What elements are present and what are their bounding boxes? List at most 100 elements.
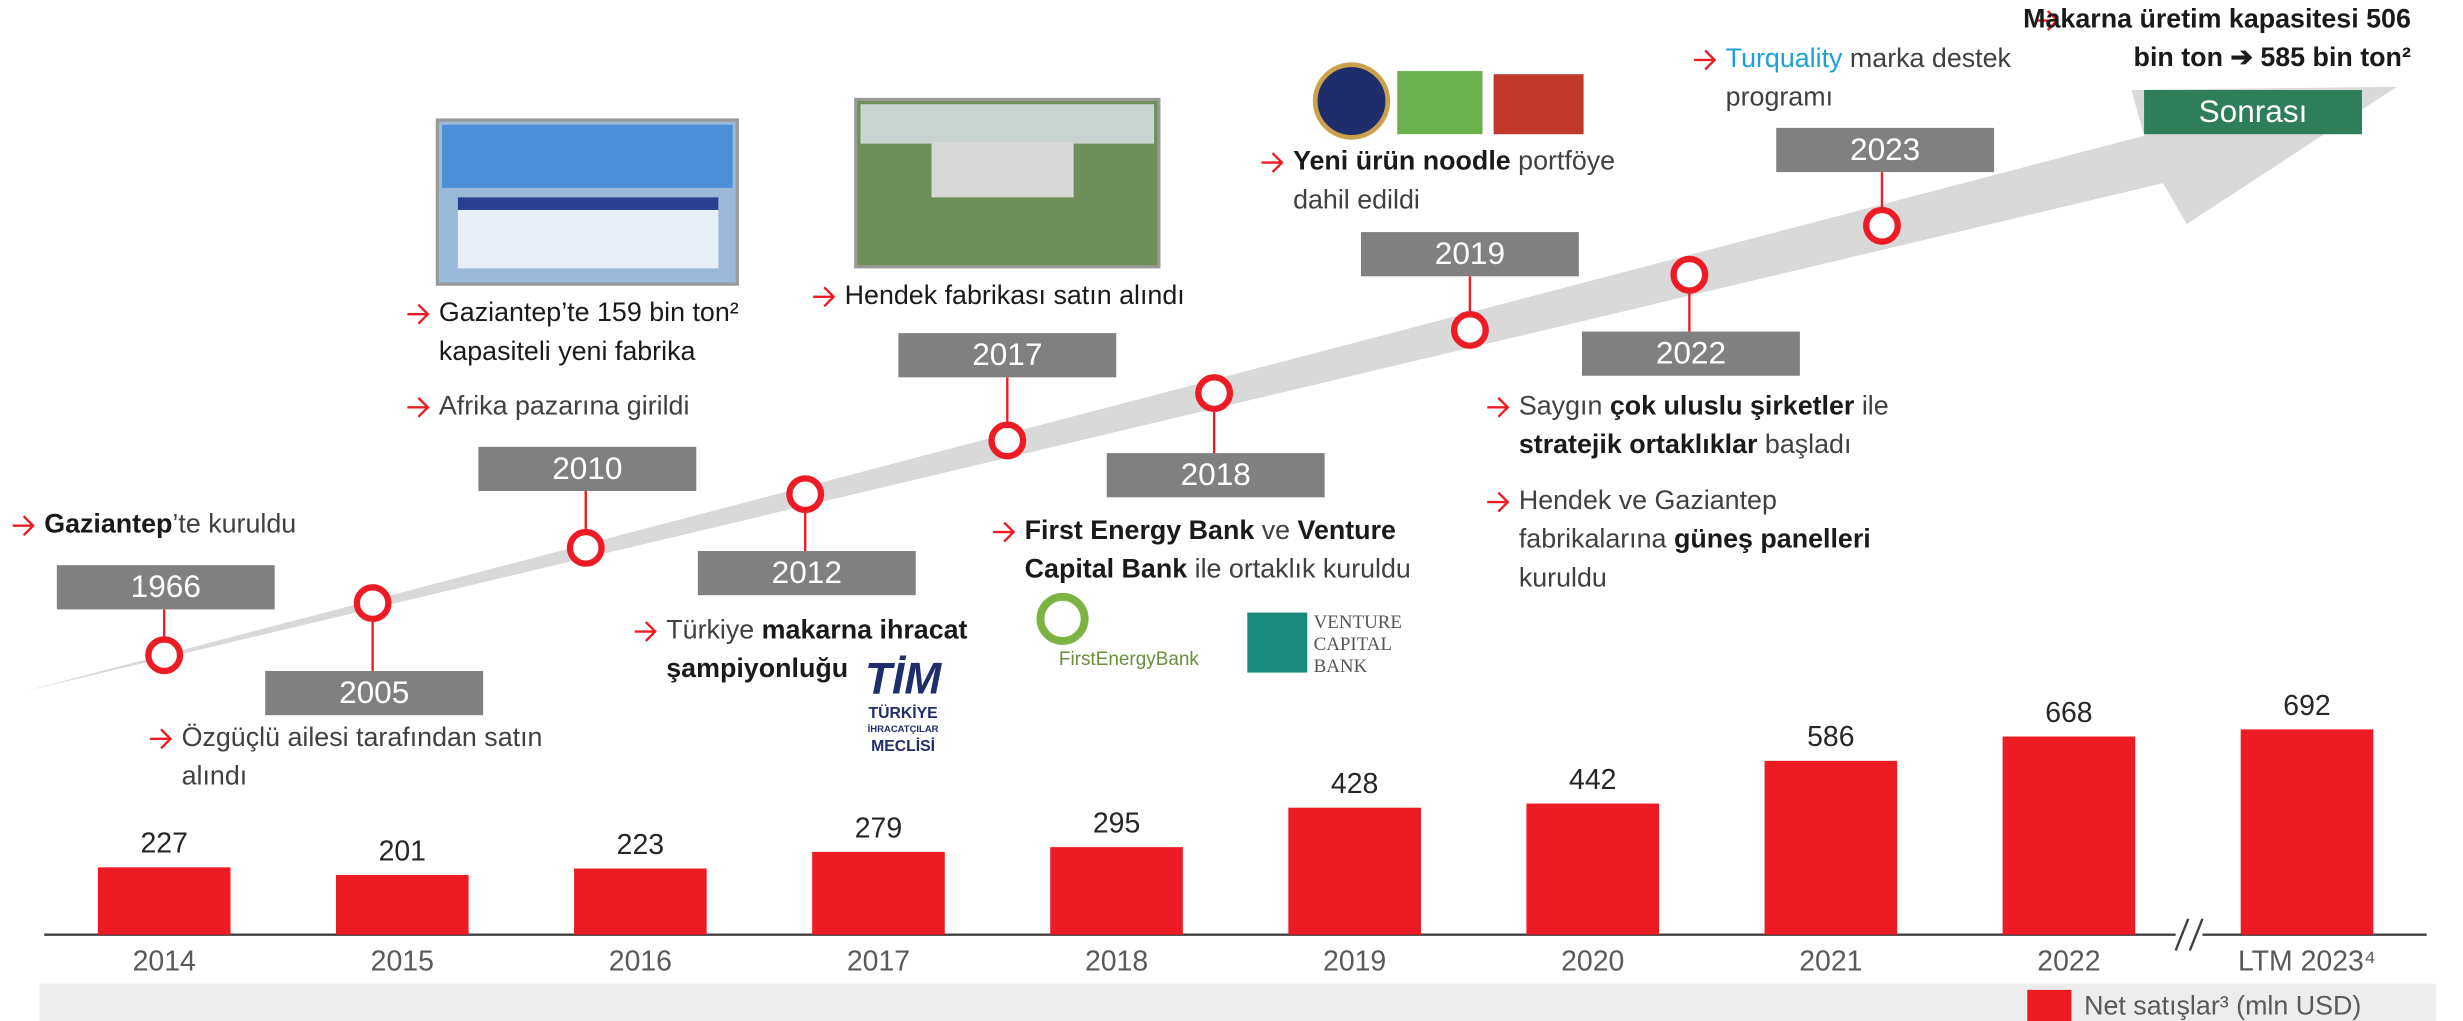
year-label: 2018 <box>1181 456 1251 492</box>
note-run: ile <box>1854 390 1888 420</box>
note-run: fabrikalarına <box>1519 524 1674 554</box>
photo-gaziantep <box>435 118 739 286</box>
bar <box>812 851 945 935</box>
bar <box>1764 760 1898 935</box>
bullet-arrow <box>12 515 35 537</box>
note-line: Afrika pazarına girildi <box>439 390 690 420</box>
x-tick-label: 2017 <box>847 946 910 978</box>
bullet-arrow <box>993 521 1016 543</box>
note-run: marka destek <box>1842 43 2011 73</box>
note-line: fabrikalarına güneş panelleri <box>1519 524 1871 554</box>
note-line: Gaziantep’te kuruldu <box>44 509 296 539</box>
note-line: Gaziantep’te 159 bin ton² <box>439 297 739 327</box>
note-line: kuruldu <box>1519 563 1607 593</box>
year-marker <box>786 475 825 514</box>
bar <box>574 868 707 935</box>
value-label: 692 <box>2283 690 2330 722</box>
value-label: 227 <box>140 828 187 860</box>
bullet-arrow <box>149 728 173 750</box>
x-tick-label: LTM 2023⁴ <box>2238 946 2376 978</box>
note-run: stratejik ortaklıklar <box>1519 429 1758 459</box>
value-label: 295 <box>1093 808 1140 840</box>
note-run: Capital Bank <box>1025 554 1188 584</box>
note-run: bin ton ➔ 585 bin ton² <box>2134 42 2411 72</box>
year-box <box>265 670 484 716</box>
note-line: Özgüçlü ailesi tarafından satın <box>182 722 543 752</box>
year-label: 2019 <box>1435 235 1505 271</box>
legend-swatch <box>2027 989 2072 1021</box>
year-box <box>1360 232 1579 277</box>
photo-hendek <box>854 97 1161 269</box>
bullet-arrow <box>407 303 430 325</box>
bar <box>1050 847 1183 935</box>
note-line: Makarna üretim kapasitesi 506 <box>2023 4 2411 34</box>
value-label: 201 <box>379 835 426 867</box>
bar <box>335 875 469 935</box>
x-tick-label: 2020 <box>1561 946 1624 978</box>
x-tick-label: 2014 <box>133 946 196 978</box>
note-run: programı <box>1726 82 1833 112</box>
logo-text: İHRACATÇILAR <box>868 724 939 735</box>
note-run: kuruldu <box>1519 563 1607 593</box>
value-label: 442 <box>1569 764 1616 796</box>
note-run: makarna ihracat <box>762 615 968 645</box>
note-line: alındı <box>182 761 248 791</box>
note-run: ve <box>1254 515 1297 545</box>
note-run: şampiyonluğu <box>666 653 848 683</box>
note-run: kapasiteli yeni fabrika <box>439 336 696 366</box>
note-run: ile ortaklık kuruldu <box>1187 554 1411 584</box>
venture-logo <box>1247 612 1308 673</box>
logo-text: FirstEnergyBank <box>1059 649 1200 670</box>
x-tick-label: 2018 <box>1085 946 1148 978</box>
legend-label: Net satışlar³ (mln USD) <box>2084 990 2361 1020</box>
year-box <box>1776 127 1995 173</box>
note-run: Gaziantep <box>44 509 172 539</box>
note-run: dahil edildi <box>1293 184 1420 214</box>
logo-text: MECLİSİ <box>871 737 935 755</box>
note-run: Özgüçlü ailesi tarafından satın <box>182 722 543 752</box>
note-line: stratejik ortaklıklar başladı <box>1519 429 1852 459</box>
year-box <box>1582 331 1800 376</box>
note-run: alındı <box>182 761 248 791</box>
bullet-arrow <box>1261 152 1284 173</box>
bullet-arrow <box>2036 10 2059 31</box>
year-box <box>56 565 275 610</box>
note-run: Türkiye <box>666 615 761 645</box>
note-line: Yeni ürün noodle portföye <box>1293 146 1615 176</box>
year-marker <box>353 584 392 623</box>
year-marker <box>145 636 184 675</box>
note-run: güneş panelleri <box>1674 524 1871 554</box>
logo-text: BANK <box>1314 656 1368 677</box>
note-run: çok uluslu şirketler <box>1610 390 1855 420</box>
year-marker <box>1450 311 1489 349</box>
legend-band <box>39 983 2437 1021</box>
note-run: Turquality <box>1726 43 1843 73</box>
note-run: First Energy Bank <box>1025 515 1255 545</box>
bullet-arrow <box>1694 49 1717 71</box>
bar <box>1526 803 1660 935</box>
note-run: Hendek ve Gaziantep <box>1519 485 1777 515</box>
first-energy-logo <box>1036 592 1089 645</box>
bullet-arrow <box>407 397 430 418</box>
note-line: Hendek ve Gaziantep <box>1519 485 1777 515</box>
year-label: 1966 <box>131 568 201 604</box>
note-run: Hendek fabrikası satın alındı <box>845 280 1185 310</box>
value-label: 428 <box>1331 768 1378 800</box>
note-line: First Energy Bank ve Venture <box>1025 515 1396 545</box>
logo-text: VENTURE <box>1314 612 1402 633</box>
year-box <box>898 333 1117 378</box>
note-run: Yeni ürün noodle <box>1293 146 1511 176</box>
note-run: ’te kuruldu <box>172 509 296 539</box>
year-marker <box>1863 206 1901 245</box>
note-line: programı <box>1726 82 1833 112</box>
logo-text: TİM <box>865 655 942 704</box>
year-box <box>478 446 697 492</box>
axis-break <box>2174 918 2204 951</box>
year-label: 2022 <box>1656 335 1726 371</box>
bullet-arrow <box>1487 491 1510 513</box>
logo-text: TÜRKİYE <box>868 703 937 722</box>
x-tick-label: 2019 <box>1323 946 1386 978</box>
note-run: başladı <box>1757 429 1851 459</box>
year-label: Sonrası <box>2199 93 2308 129</box>
